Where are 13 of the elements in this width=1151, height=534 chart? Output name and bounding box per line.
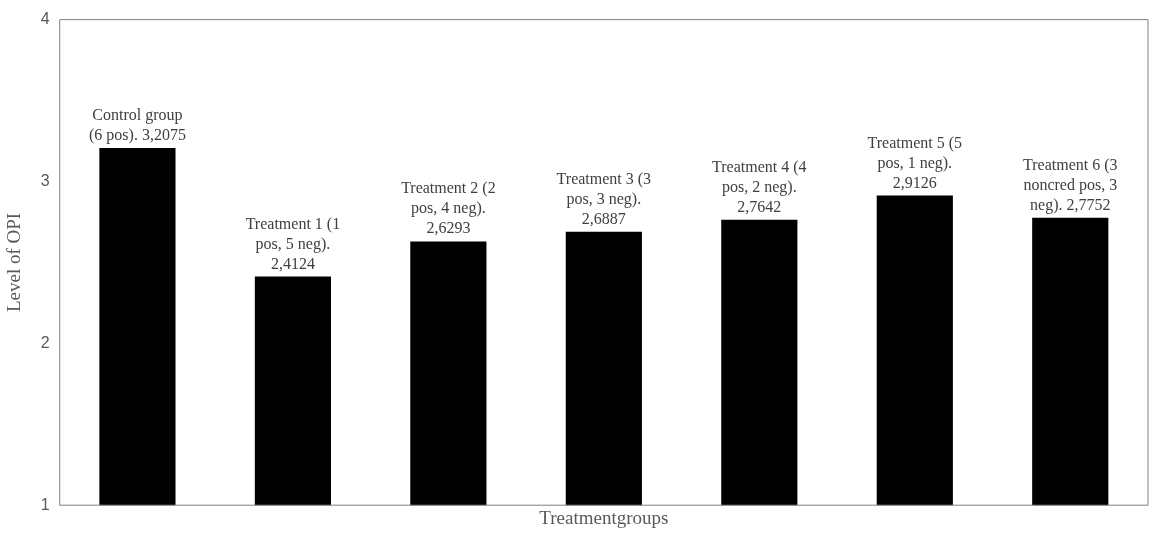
- data-label: Treatment 1 (1 pos, 5 neg). 2,4124: [245, 214, 341, 272]
- y-tick-label: 4: [40, 10, 50, 28]
- y-tick-label: 3: [40, 171, 50, 189]
- data-label: Treatment 4 (4 pos, 2 neg). 2,7642: [712, 157, 807, 215]
- x-axis-title: Treatmentgroups: [539, 506, 669, 528]
- data-label: Treatment 5 (5 pos, 1 neg). 2,9126: [867, 133, 963, 191]
- data-label: Control group (6 pos). 3,2075: [88, 105, 186, 144]
- y-tick-label: 1: [40, 495, 50, 513]
- y-axis-title: Level of OPI: [3, 212, 25, 312]
- y-tick-label: 2: [40, 333, 50, 351]
- data-label: Treatment 3 (3 pos, 3 neg). 2,6887: [556, 169, 652, 227]
- data-label: Treatment 6 (3 noncred pos, 3 neg). 2,7752: [1023, 155, 1118, 214]
- data-label: Treatment 2 (2 pos, 4 neg). 2,6293: [401, 179, 496, 237]
